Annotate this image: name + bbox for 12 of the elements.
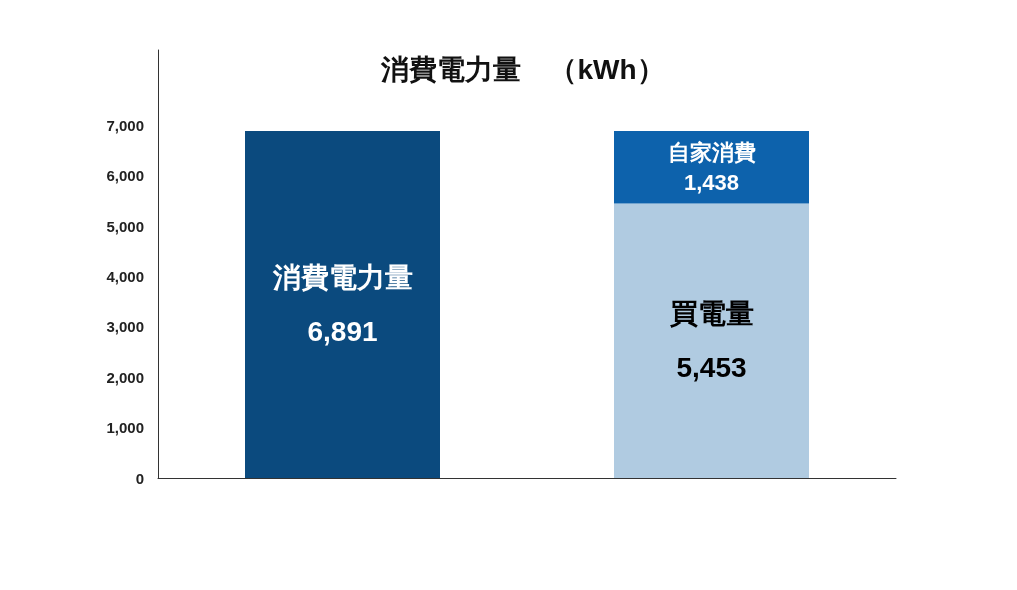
y-tick-label: 4,000 bbox=[106, 268, 144, 286]
y-tick-label: 1,000 bbox=[106, 419, 144, 437]
y-tick-label: 6,000 bbox=[106, 167, 144, 185]
y-tick-label: 2,000 bbox=[106, 368, 144, 386]
y-tick-label: 3,000 bbox=[106, 318, 144, 336]
y-tick-label: 5,000 bbox=[106, 217, 144, 235]
data-label: 消費電力量 6,891 bbox=[271, 262, 413, 348]
y-tick-label: 7,000 bbox=[106, 117, 144, 135]
data-label: 自家消費 1,438 bbox=[667, 139, 756, 195]
chart-title: 消費電力量 （kWh） bbox=[380, 53, 665, 85]
data-label: 買電量 5,453 bbox=[669, 298, 754, 384]
y-tick-label: 0 bbox=[135, 469, 144, 487]
